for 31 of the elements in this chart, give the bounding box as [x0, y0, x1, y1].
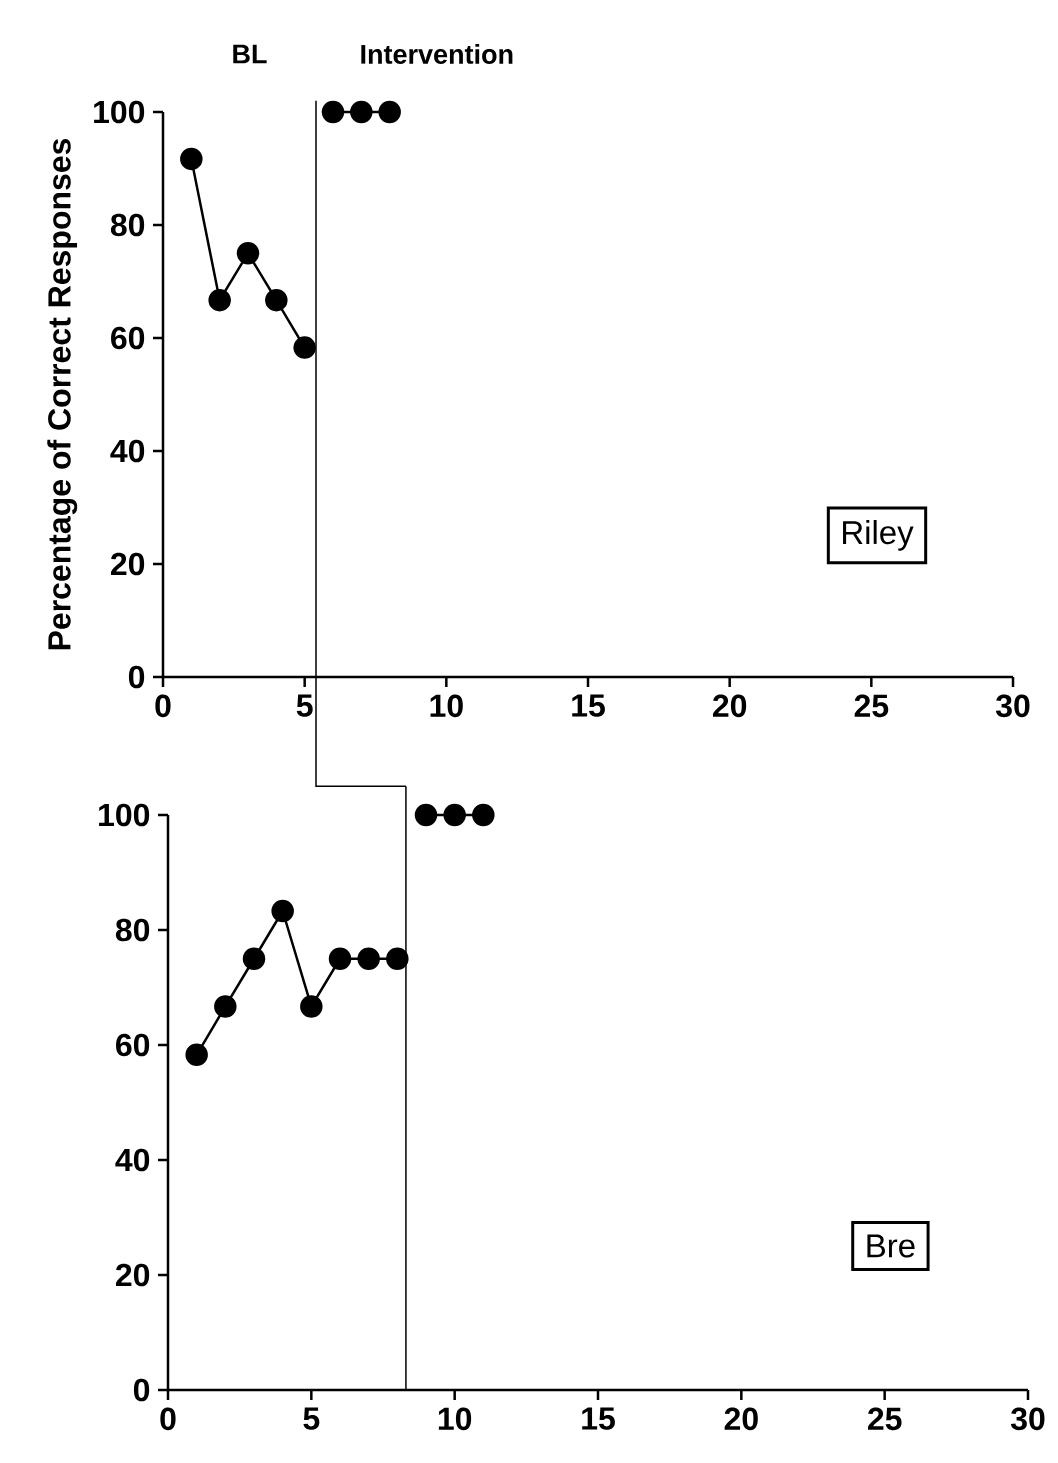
x-tick-label: 15: [572, 694, 605, 717]
y-tick-label: 100: [94, 100, 145, 124]
y-tick-label: 20: [115, 1263, 150, 1287]
x-tick-label: 20: [724, 1407, 758, 1431]
text: Bre: [867, 1234, 915, 1258]
x-tick-label: 0: [160, 1407, 176, 1431]
x-tick-label: 25: [854, 694, 889, 718]
x-tick-label: 25: [867, 1407, 902, 1431]
y-tick-label: 40: [110, 439, 145, 463]
x-tick-label: 5: [303, 1407, 320, 1430]
x-tick-label: 10: [438, 1407, 472, 1431]
x-tick-label: 10: [430, 694, 463, 718]
y-tick-label: 0: [133, 1378, 150, 1402]
x-tick-label: 30: [1010, 1407, 1045, 1431]
y-tick-label: 40: [115, 1148, 150, 1172]
y-tick-label: 100: [99, 803, 150, 827]
y-tick-label: 80: [110, 213, 145, 237]
x-tick-label: 0: [155, 694, 171, 718]
y-tick-label: 60: [111, 326, 145, 350]
y-tick-label: 20: [110, 552, 145, 576]
x-tick-label: 30: [995, 694, 1030, 718]
text: Intervention: [361, 44, 513, 64]
y-axis-title: Percentage of Correct Responses: [47, 138, 78, 650]
y-tick-label: 0: [128, 665, 145, 689]
text: Riley: [843, 520, 914, 551]
x-tick-label: 5: [296, 694, 313, 717]
y-tick-label: 60: [116, 1033, 150, 1057]
x-tick-label: 20: [712, 694, 747, 718]
x-tick-label: 15: [582, 1407, 615, 1430]
text: BL: [233, 44, 267, 64]
y-tick-label: 80: [115, 918, 150, 942]
